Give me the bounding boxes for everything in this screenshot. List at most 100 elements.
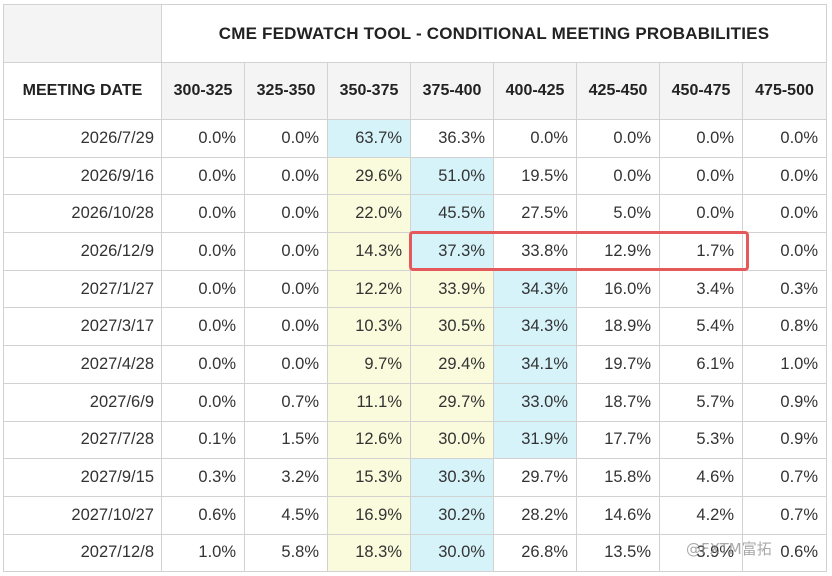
meeting-date-cell: 2026/12/9 [3, 232, 162, 271]
probability-cell: 0.0% [244, 194, 328, 234]
probability-cell: 34.3% [493, 307, 577, 347]
table-row: 2027/3/17 0.0% 0.0% 10.3% 30.5% 34.3% 18.9% 5.4… [3, 307, 828, 347]
probability-cell: 15.3% [327, 458, 411, 497]
probability-cell: 22.0% [327, 194, 411, 234]
probability-cell: 34.1% [493, 345, 577, 384]
probability-cell: 51.0% [410, 156, 494, 196]
probability-cell: 0.0% [244, 156, 328, 196]
meeting-date-cell: 2027/3/17 [3, 307, 162, 347]
probability-cell: 12.6% [327, 420, 411, 460]
probability-cell: 0.0% [741, 232, 828, 271]
probability-cell: 3.9% [659, 533, 743, 573]
probability-cell: 30.3% [410, 458, 494, 497]
probability-cell: 4.2% [659, 495, 743, 535]
probability-cell: 14.3% [327, 232, 411, 271]
probability-cell: 5.4% [659, 307, 743, 347]
probability-cell: 0.6% [741, 533, 828, 573]
probability-cell: 36.3% [410, 119, 494, 158]
probability-cell: 30.5% [410, 307, 494, 347]
table-row: 2027/7/28 0.1% 1.5% 12.6% 30.0% 31.9% 17.7% 5.3… [3, 420, 828, 460]
probability-cell: 27.5% [493, 194, 577, 234]
probability-cell: 30.0% [410, 420, 494, 460]
probability-cell: 29.7% [410, 382, 494, 422]
table-row: 2026/9/16 0.0% 0.0% 29.6% 51.0% 19.5% 0.0% 0.0%… [3, 156, 828, 196]
probability-cell: 11.1% [327, 382, 411, 422]
probability-cell: 33.0% [493, 382, 577, 422]
probability-cell: 5.7% [659, 382, 743, 422]
probability-cell: 17.7% [576, 420, 660, 460]
probability-cell: 16.9% [327, 495, 411, 535]
probability-cell: 45.5% [410, 194, 494, 234]
probability-cell: 19.7% [576, 345, 660, 384]
probability-cell: 4.5% [244, 495, 328, 535]
probability-cell: 18.7% [576, 382, 660, 422]
probability-cell: 18.9% [576, 307, 660, 347]
probability-cell: 26.8% [493, 533, 577, 573]
corner-cell [3, 4, 162, 63]
probability-cell: 5.3% [659, 420, 743, 460]
probability-cell: 0.0% [161, 307, 245, 347]
probability-cell: 5.0% [576, 194, 660, 234]
rate-range-header: 325-350 [244, 62, 328, 120]
rate-range-header: 400-425 [493, 62, 577, 120]
probability-cell: 12.2% [327, 269, 411, 309]
probability-cell: 1.0% [161, 533, 245, 573]
probability-cell: 14.6% [576, 495, 660, 535]
probability-cell: 0.1% [161, 420, 245, 460]
rate-range-header: 425-450 [576, 62, 660, 120]
table-row: 2026/12/9 0.0% 0.0% 14.3% 37.3% 33.8% 12.9% 1.7… [3, 232, 828, 271]
probability-cell: 13.5% [576, 533, 660, 573]
probability-cell: 0.0% [741, 119, 828, 158]
probability-cell: 15.8% [576, 458, 660, 497]
title-row: CME FEDWATCH TOOL - CONDITIONAL MEETING … [3, 4, 828, 63]
probability-cell: 0.0% [161, 156, 245, 196]
probability-cell: 12.9% [576, 232, 660, 271]
probability-cell: 34.3% [493, 269, 577, 309]
probability-cell: 0.0% [741, 156, 828, 196]
probability-cell: 29.6% [327, 156, 411, 196]
probability-cell: 0.0% [161, 382, 245, 422]
probability-cell: 5.8% [244, 533, 328, 573]
probability-cell: 0.8% [741, 307, 828, 347]
probability-cell: 16.0% [576, 269, 660, 309]
probability-cell: 0.0% [244, 307, 328, 347]
probability-cell: 0.0% [493, 119, 577, 158]
probability-cell: 1.0% [741, 345, 828, 384]
probability-cell: 0.7% [741, 495, 828, 535]
probability-cell: 0.0% [659, 156, 743, 196]
table-row: 2027/1/27 0.0% 0.0% 12.2% 33.9% 34.3% 16.0% 3.4… [3, 269, 828, 309]
probability-cell: 0.0% [576, 156, 660, 196]
fedwatch-probabilities-table: CME FEDWATCH TOOL - CONDITIONAL MEETING … [3, 4, 828, 573]
probability-cell: 29.4% [410, 345, 494, 384]
probability-cell: 0.3% [161, 458, 245, 497]
probability-cell: 0.0% [161, 269, 245, 309]
rate-range-header: 350-375 [327, 62, 411, 120]
probability-cell: 0.0% [244, 345, 328, 384]
meeting-date-cell: 2027/10/27 [3, 495, 162, 535]
probability-cell: 0.0% [161, 194, 245, 234]
probability-cell: 31.9% [493, 420, 577, 460]
meeting-date-cell: 2026/10/28 [3, 194, 162, 234]
rate-range-header: 375-400 [410, 62, 494, 120]
meeting-date-cell: 2027/6/9 [3, 382, 162, 422]
rate-range-header: 450-475 [659, 62, 743, 120]
meeting-date-cell: 2027/12/8 [3, 533, 162, 573]
table-row: 2027/9/15 0.3% 3.2% 15.3% 30.3% 29.7% 15.8% 4.6… [3, 458, 828, 497]
probability-cell: 6.1% [659, 345, 743, 384]
probability-cell: 0.9% [741, 420, 828, 460]
probability-cell: 0.0% [659, 119, 743, 158]
table-row: 2027/12/8 1.0% 5.8% 18.3% 30.0% 26.8% 13.5% 3.9… [3, 533, 828, 573]
probability-cell: 19.5% [493, 156, 577, 196]
probability-cell: 28.2% [493, 495, 577, 535]
probability-cell: 0.0% [244, 232, 328, 271]
table-row: 2026/7/29 0.0% 0.0% 63.7% 36.3% 0.0% 0.0% 0.0% 0… [3, 119, 828, 158]
probability-cell: 33.9% [410, 269, 494, 309]
table-row: 2026/10/28 0.0% 0.0% 22.0% 45.5% 27.5% 5.0% 0.0… [3, 194, 828, 234]
rate-range-header: 300-325 [161, 62, 245, 120]
meeting-date-cell: 2027/9/15 [3, 458, 162, 497]
meeting-date-cell: 2026/7/29 [3, 119, 162, 158]
meeting-date-cell: 2027/4/28 [3, 345, 162, 384]
probability-cell: 0.7% [244, 382, 328, 422]
probability-cell: 0.0% [161, 345, 245, 384]
table-body: 2026/7/29 0.0% 0.0% 63.7% 36.3% 0.0% 0.0% 0.0% 0… [3, 119, 828, 573]
